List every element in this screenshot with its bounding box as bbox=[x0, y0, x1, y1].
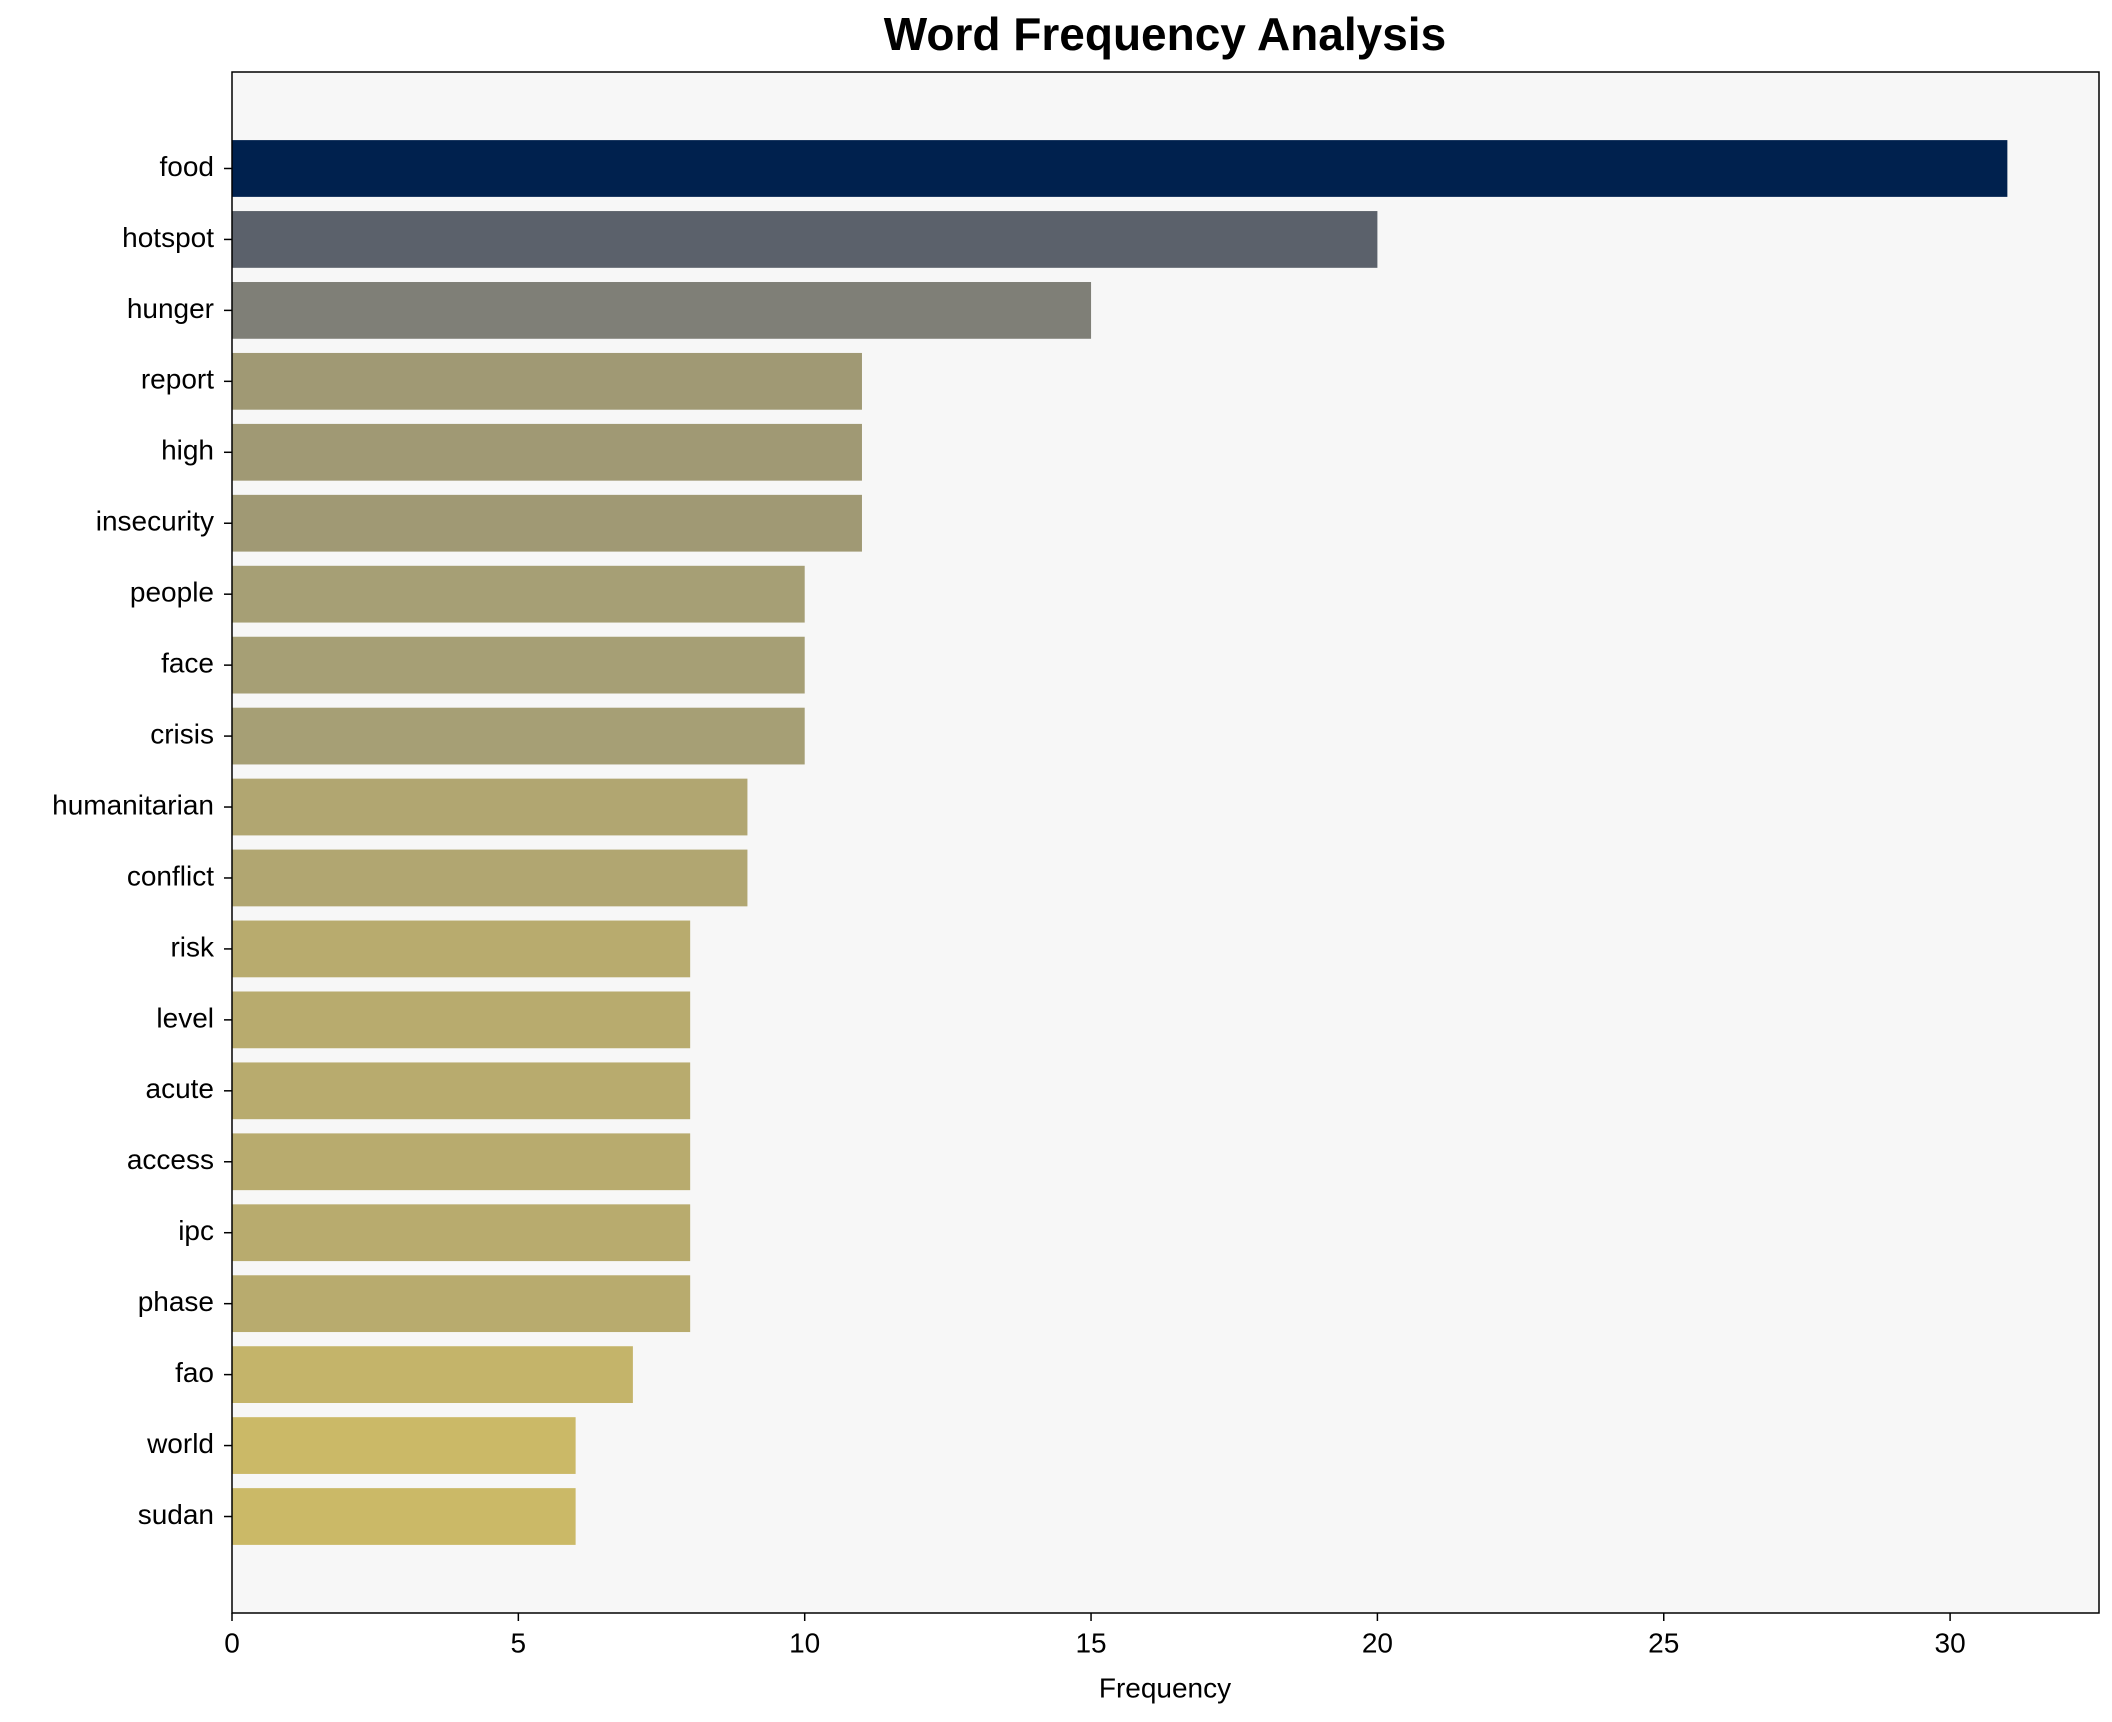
y-tick-label: conflict bbox=[127, 860, 214, 891]
bar bbox=[232, 636, 805, 694]
y-tick-label: phase bbox=[138, 1286, 214, 1317]
bar bbox=[232, 1062, 691, 1120]
bar bbox=[232, 211, 1378, 268]
y-tick-label: hotspot bbox=[122, 222, 214, 253]
x-tick-label: 20 bbox=[1362, 1627, 1393, 1658]
x-axis-label: Frequency bbox=[1099, 1672, 1231, 1703]
y-tick-label: high bbox=[161, 435, 214, 466]
y-tick-label: hunger bbox=[127, 293, 214, 324]
bar bbox=[232, 494, 862, 552]
bar bbox=[232, 991, 691, 1049]
y-tick-label: crisis bbox=[150, 718, 214, 749]
y-tick-label: ipc bbox=[178, 1215, 214, 1246]
bar bbox=[232, 1488, 576, 1545]
y-tick-label: world bbox=[146, 1428, 214, 1459]
bar bbox=[232, 1133, 691, 1191]
bar bbox=[232, 707, 805, 765]
y-tick-label: level bbox=[156, 1002, 214, 1033]
bar bbox=[232, 849, 748, 907]
x-tick-label: 30 bbox=[1935, 1627, 1966, 1658]
y-tick-label: insecurity bbox=[96, 506, 214, 537]
bar bbox=[232, 778, 748, 836]
bar bbox=[232, 920, 691, 978]
y-tick-label: acute bbox=[146, 1073, 215, 1104]
bar bbox=[232, 423, 862, 481]
chart-title: Word Frequency Analysis bbox=[884, 8, 1446, 60]
y-tick-label: report bbox=[141, 364, 214, 395]
bar bbox=[232, 140, 2008, 197]
bar bbox=[232, 1204, 691, 1262]
y-tick-label: fao bbox=[175, 1357, 214, 1388]
bar bbox=[232, 565, 805, 623]
bar bbox=[232, 1346, 633, 1403]
x-tick-label: 5 bbox=[511, 1627, 527, 1658]
bar bbox=[232, 1275, 691, 1333]
x-tick-label: 15 bbox=[1075, 1627, 1106, 1658]
bar bbox=[232, 352, 862, 410]
y-tick-label: sudan bbox=[138, 1499, 214, 1530]
y-tick-label: face bbox=[161, 648, 214, 679]
bar bbox=[232, 1417, 576, 1474]
y-tick-label: people bbox=[130, 577, 214, 608]
y-tick-label: food bbox=[160, 151, 215, 182]
y-tick-label: humanitarian bbox=[52, 789, 214, 820]
x-tick-label: 25 bbox=[1648, 1627, 1679, 1658]
x-tick-label: 10 bbox=[789, 1627, 820, 1658]
x-tick-label: 0 bbox=[224, 1627, 240, 1658]
bar bbox=[232, 282, 1092, 339]
y-tick-label: risk bbox=[170, 931, 215, 962]
plot-frame bbox=[231, 71, 2100, 1614]
y-tick-label: access bbox=[127, 1144, 214, 1175]
